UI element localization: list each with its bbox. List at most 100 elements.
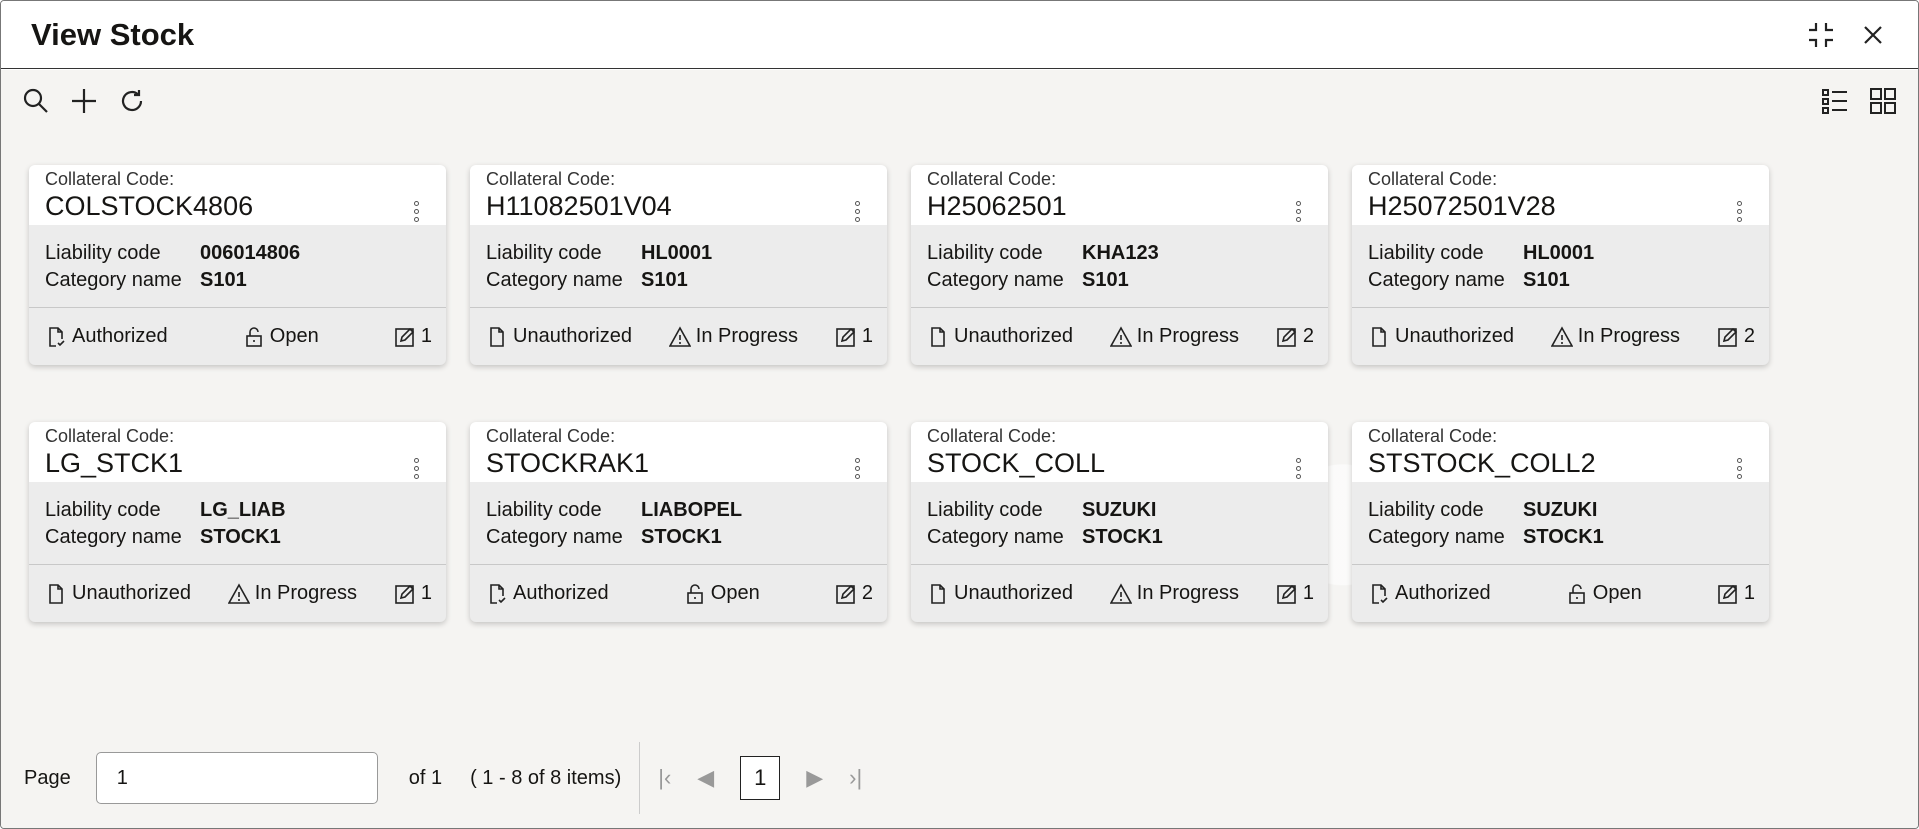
version-count: 1 xyxy=(1717,582,1755,605)
collateral-card[interactable]: Collateral Code: LG_STCK1 Liability code… xyxy=(29,422,446,622)
warning-icon xyxy=(1550,325,1573,348)
page-count: of 1 xyxy=(408,766,443,789)
more-options-icon[interactable] xyxy=(1296,458,1302,479)
liability-code-label: Liability code xyxy=(1368,499,1484,521)
edit-icon xyxy=(1276,326,1298,348)
version-count: 1 xyxy=(835,325,873,348)
record-status-text: In Progress xyxy=(1577,325,1681,347)
collateral-card[interactable]: Collateral Code: STOCK_COLL Liability co… xyxy=(911,422,1328,622)
edit-icon xyxy=(835,326,857,348)
window-header: View Stock xyxy=(1,1,1918,69)
edit-icon xyxy=(1276,583,1298,605)
auth-status-text: Unauthorized xyxy=(513,325,632,347)
record-status: In Progress xyxy=(1109,325,1239,348)
last-page-icon[interactable]: ›| xyxy=(849,765,863,790)
document-check-icon xyxy=(486,583,508,605)
document-icon xyxy=(486,326,508,348)
version-number: 1 xyxy=(420,582,432,604)
add-icon[interactable] xyxy=(69,86,99,116)
auth-status-text: Unauthorized xyxy=(1395,325,1514,347)
version-number: 2 xyxy=(1302,325,1314,347)
liability-code-label: Liability code xyxy=(486,242,602,264)
refresh-icon[interactable] xyxy=(117,86,147,116)
content-area: Collateral Code: COLSTOCK4806 Liability … xyxy=(1,70,1918,828)
minimize-icon[interactable] xyxy=(1806,20,1836,50)
collateral-code-label: Collateral Code: xyxy=(486,169,616,189)
version-count: 2 xyxy=(835,582,873,605)
category-name-value: STOCK1 xyxy=(641,526,722,548)
record-status-text: Open xyxy=(710,582,760,604)
auth-status: Authorized xyxy=(486,582,609,605)
auth-status-text: Authorized xyxy=(513,582,609,604)
edit-icon xyxy=(835,583,857,605)
liability-code-label: Liability code xyxy=(45,499,161,521)
auth-status-text: Authorized xyxy=(1395,582,1491,604)
collateral-code-label: Collateral Code: xyxy=(45,426,175,446)
liability-code-label: Liability code xyxy=(486,499,602,521)
version-count: 1 xyxy=(1276,582,1314,605)
search-icon[interactable] xyxy=(21,86,51,116)
warning-icon xyxy=(227,582,250,605)
collateral-card[interactable]: Collateral Code: H25072501V28 Liability … xyxy=(1352,165,1769,365)
more-options-icon[interactable] xyxy=(414,201,420,222)
pagination: Page 1 of 1 ( 1 - 8 of 8 items) |‹ ◀ 1 ▶… xyxy=(1,728,1918,828)
category-name-value: STOCK1 xyxy=(200,526,281,548)
more-options-icon[interactable] xyxy=(1296,201,1302,222)
auth-status-text: Unauthorized xyxy=(72,582,191,604)
liability-code-value: 006014806 xyxy=(200,242,301,264)
edit-icon xyxy=(1717,326,1739,348)
record-status: Open xyxy=(1566,582,1642,605)
category-name-label: Category name xyxy=(927,526,1064,548)
collateral-card[interactable]: Collateral Code: H11082501V04 Liability … xyxy=(470,165,887,365)
collateral-card[interactable]: Collateral Code: H25062501 Liability cod… xyxy=(911,165,1328,365)
collateral-card[interactable]: Collateral Code: COLSTOCK4806 Liability … xyxy=(29,165,446,365)
grid-view-icon[interactable] xyxy=(1868,86,1898,116)
auth-status: Unauthorized xyxy=(927,325,1073,348)
collateral-code-label: Collateral Code: xyxy=(1368,169,1498,189)
auth-status-text: Unauthorized xyxy=(954,325,1073,347)
document-check-icon xyxy=(45,326,67,348)
more-options-icon[interactable] xyxy=(414,458,420,479)
document-check-icon xyxy=(1368,583,1390,605)
collateral-code: H11082501V04 xyxy=(486,191,672,221)
items-count: ( 1 - 8 of 8 items) xyxy=(470,766,622,789)
more-options-icon[interactable] xyxy=(1737,458,1743,479)
document-icon xyxy=(1368,326,1390,348)
version-number: 2 xyxy=(861,582,873,604)
prev-page-icon[interactable]: ◀ xyxy=(697,765,715,790)
next-page-icon[interactable]: ▶ xyxy=(806,765,824,790)
liability-code-value: SUZUKI xyxy=(1523,499,1598,521)
document-icon xyxy=(45,583,67,605)
current-page-button[interactable]: 1 xyxy=(740,756,781,800)
document-icon xyxy=(927,583,949,605)
auth-status: Authorized xyxy=(45,325,168,348)
liability-code-value: LIABOPEL xyxy=(641,499,743,521)
record-status-text: Open xyxy=(1592,582,1642,604)
collateral-code-label: Collateral Code: xyxy=(927,426,1057,446)
edit-icon xyxy=(1717,583,1739,605)
auth-status: Unauthorized xyxy=(486,325,632,348)
page-title: View Stock xyxy=(31,16,195,52)
category-name-value: S101 xyxy=(641,269,688,291)
warning-icon xyxy=(1109,582,1132,605)
collateral-code: H25072501V28 xyxy=(1368,191,1556,221)
first-page-icon[interactable]: |‹ xyxy=(658,765,672,790)
more-options-icon[interactable] xyxy=(1737,201,1743,222)
auth-status: Authorized xyxy=(1368,582,1491,605)
auth-status-text: Authorized xyxy=(72,325,168,347)
edit-icon xyxy=(394,326,416,348)
version-number: 1 xyxy=(420,325,432,347)
collateral-card[interactable]: Collateral Code: STSTOCK_COLL2 Liability… xyxy=(1352,422,1769,622)
more-options-icon[interactable] xyxy=(855,458,861,479)
category-name-value: S101 xyxy=(200,269,247,291)
liability-code-value: SUZUKI xyxy=(1082,499,1157,521)
collateral-code: STSTOCK_COLL2 xyxy=(1368,448,1596,478)
collateral-card[interactable]: Collateral Code: STOCKRAK1 Liability cod… xyxy=(470,422,887,622)
record-status: In Progress xyxy=(668,325,798,348)
list-view-icon[interactable] xyxy=(1820,86,1850,116)
close-icon[interactable] xyxy=(1858,20,1888,50)
more-options-icon[interactable] xyxy=(855,201,861,222)
page-input[interactable]: 1 xyxy=(95,752,378,804)
record-status: Open xyxy=(243,325,319,348)
